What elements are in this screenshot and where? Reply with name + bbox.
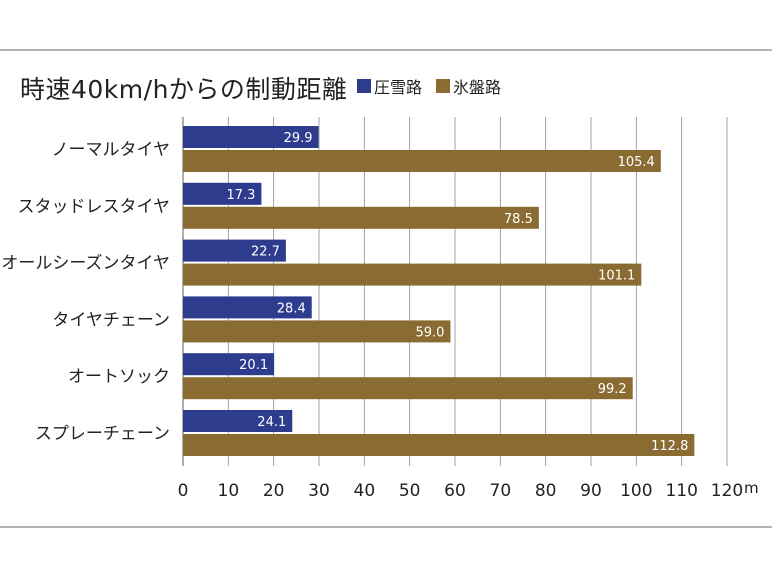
bar-series1-2 [183, 182, 262, 205]
data-label-series1-1: 29.9 [284, 131, 313, 146]
x-tick-label-10: 10 [218, 481, 240, 501]
data-label-series2-1: 105.4 [618, 155, 655, 170]
x-tick-label-110: 110 [665, 481, 697, 501]
data-label-series1-6: 24.1 [257, 415, 286, 430]
top-divider [0, 49, 772, 51]
x-tick-label-80: 80 [535, 481, 557, 501]
bar-series2-5 [183, 377, 633, 400]
legend-swatch-series-2 [436, 79, 451, 93]
legend-item-series-2: 氷盤路 [436, 74, 501, 98]
bar-series2-2 [183, 206, 539, 229]
x-tick-label-60: 60 [444, 481, 466, 501]
chart-legend: 圧雪路 氷盤路 [357, 74, 515, 98]
data-label-series1-5: 20.1 [239, 358, 268, 373]
x-tick-label-30: 30 [308, 481, 330, 501]
bar-series2-3 [183, 263, 642, 286]
bar-series2-4 [183, 320, 451, 343]
bottom-divider [0, 526, 772, 528]
data-label-series2-5: 99.2 [598, 382, 627, 397]
bar-series2-1 [183, 150, 661, 172]
x-tick-label-90: 90 [580, 481, 602, 501]
x-tick-label-20: 20 [263, 481, 285, 501]
bar-series1-3 [183, 239, 286, 262]
data-label-series1-2: 17.3 [226, 188, 255, 203]
category-label-1: ノーマルタイヤ [52, 140, 171, 160]
bar-series1-6 [183, 410, 293, 432]
data-label-series2-2: 78.5 [504, 212, 533, 227]
bar-series2-6 [183, 434, 695, 456]
category-label-3: オールシーズンタイヤ [1, 254, 170, 274]
legend-item-series-1: 圧雪路 [357, 74, 422, 98]
bar-series1-1 [183, 126, 319, 148]
category-label-5: オートソック [68, 367, 170, 387]
category-label-6: スプレーチェーン [35, 424, 170, 444]
legend-swatch-series-1 [357, 79, 371, 93]
x-tick-label-40: 40 [354, 481, 376, 501]
data-label-series1-4: 28.4 [277, 301, 306, 316]
bar-series1-5 [183, 353, 275, 376]
category-label-4: タイヤチェーン [52, 310, 170, 330]
legend-label-series-2: 氷盤路 [453, 78, 502, 97]
x-tick-label-120: 120 [711, 481, 743, 501]
legend-label-series-1: 圧雪路 [374, 78, 423, 97]
chart-title: 時速40km/hからの制動距離 [20, 75, 348, 104]
x-tick-label-70: 70 [490, 481, 512, 501]
bar-series1-4 [183, 296, 312, 319]
data-label-series2-3: 101.1 [598, 269, 635, 284]
data-label-series2-6: 112.8 [651, 439, 688, 454]
x-tick-label-100: 100 [620, 481, 652, 501]
data-label-series1-3: 22.7 [251, 245, 280, 260]
category-label-2: スタッドレスタイヤ [18, 197, 171, 217]
data-label-series2-4: 59.0 [416, 325, 445, 340]
x-tick-label-50: 50 [399, 481, 421, 501]
x-tick-label-0: 0 [178, 481, 189, 501]
x-unit-label: m [744, 479, 759, 497]
